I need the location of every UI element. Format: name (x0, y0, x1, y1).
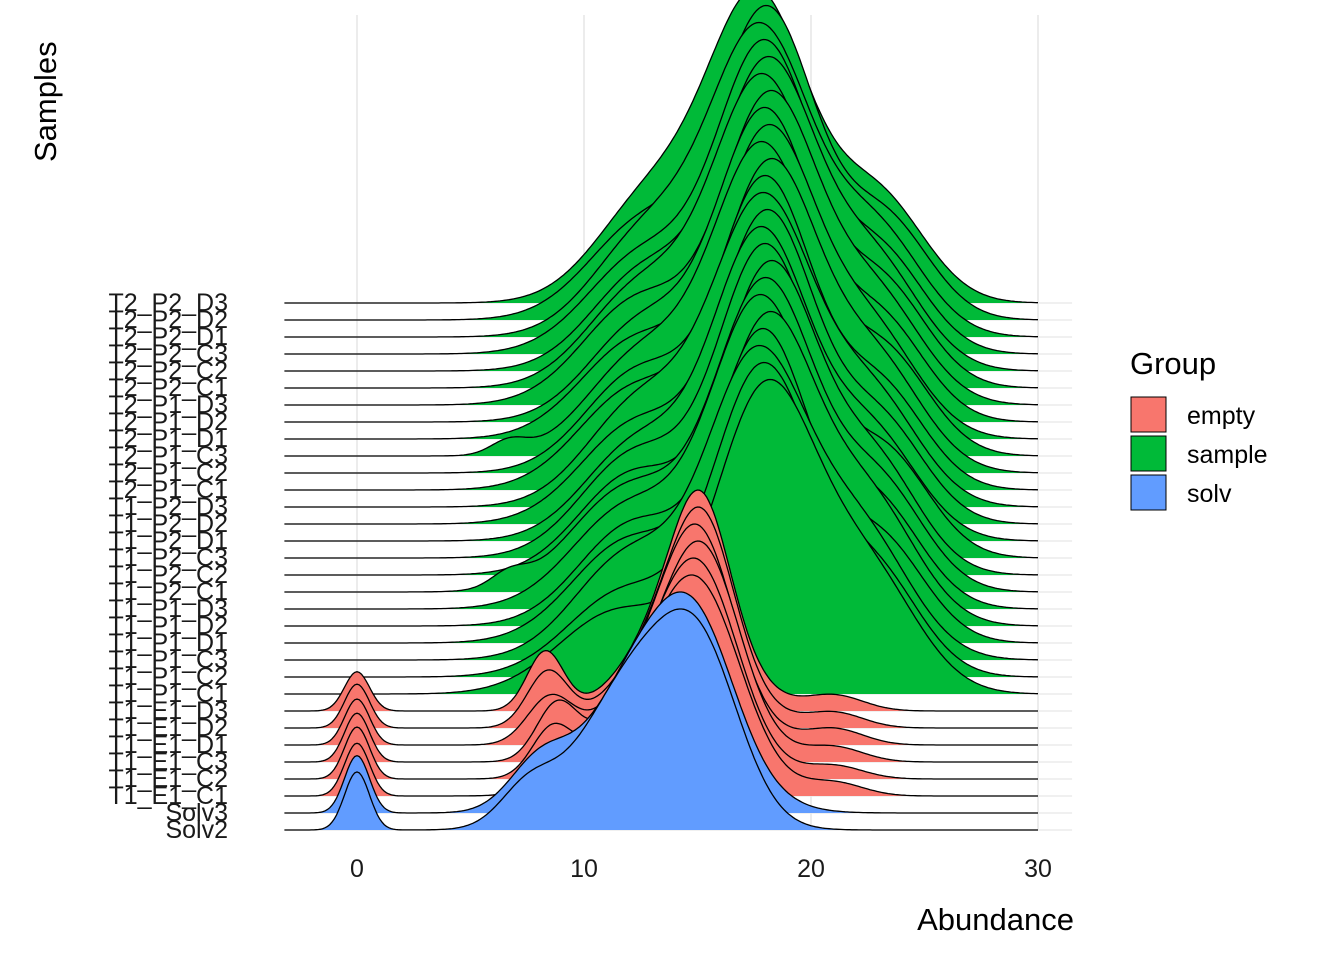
y-tick-label: T1_P2_D2 (108, 510, 228, 538)
y-tick-label: T1_E1_D2 (108, 714, 228, 742)
y-tick-label: T1_P1_C3 (108, 646, 228, 674)
y-tick-label: T2_P1_D3 (108, 391, 228, 419)
ridge-line-T2_P1_C3 (284, 140, 1039, 457)
legend-label-solv: solv (1187, 480, 1232, 508)
x-tick-label: 10 (570, 855, 598, 883)
x-tick-label: 0 (350, 855, 364, 883)
y-tick-label: T2_P2_C1 (108, 374, 228, 402)
y-tick-label: T2_P2_D1 (108, 323, 228, 351)
y-tick-label: T2_P2_C3 (108, 340, 228, 368)
y-axis-title: Samples (28, 41, 63, 162)
ridge-line-T1_P2_C2 (284, 259, 1038, 576)
y-tick-label: T2_P1_C1 (108, 476, 228, 504)
y-tick-label: T1_P1_D3 (108, 595, 228, 623)
x-tick-labels: 0 10 20 30 (350, 855, 1052, 883)
ridge-line-T2_P2_D3 (284, 0, 1039, 304)
ridge-line-T1_P2_C3 (284, 242, 1039, 559)
y-tick-label: T2_P2_D3 (108, 289, 228, 317)
y-tick-label: T1_P2_C3 (108, 544, 228, 572)
legend-label-sample: sample (1187, 441, 1268, 469)
y-tick-label: T1_P2_C1 (108, 578, 228, 606)
ridge-line-Solv3 (284, 591, 1038, 814)
x-axis-title: Abundance (917, 902, 1074, 937)
ridge-line-T1_P1_D3 (284, 293, 1038, 610)
y-tick-label: T2_P1_D2 (108, 408, 228, 436)
legend-title: Group (1130, 346, 1216, 381)
y-tick-label: Solv2 (165, 816, 228, 844)
y-tick-label: T1_P2_C2 (108, 561, 228, 589)
ridge-line-T1_P1_C2 (284, 361, 1038, 678)
ridge-line-T1_P2_D1 (284, 225, 1039, 542)
ridge-line-T1_P2_D2 (284, 208, 1039, 525)
y-tick-label: T2_P1_D1 (108, 425, 228, 453)
y-tick-label: T1_E1_D3 (108, 697, 228, 725)
ridge-line-T1_E1_D3 (284, 489, 1038, 712)
ridge-line-T2_P2_C1 (284, 72, 1038, 389)
ridge-line-T1_P2_C1 (284, 276, 1039, 593)
ridge-line-T1_P2_D3 (284, 191, 1038, 508)
ridge-line-T2_P2_C3 (284, 38, 1039, 355)
y-tick-label: T2_P2_D2 (108, 306, 228, 334)
ridge-line-T2_P1_D2 (284, 106, 1039, 423)
y-tick-label: T1_P1_D2 (108, 612, 228, 640)
y-tick-label: T1_P2_D3 (108, 493, 228, 521)
ridge-line-Solv2 (284, 608, 1038, 831)
y-tick-label: T1_P1_D1 (108, 629, 228, 657)
ridge-line-T1_E1_D1 (284, 523, 1038, 746)
y-tick-label: T1_P1_C2 (108, 663, 228, 691)
y-tick-label: T1_E1_C1 (108, 782, 228, 810)
y-tick-label: T1_E1_D1 (108, 731, 228, 759)
ridge-line-T2_P2_C2 (284, 55, 1038, 372)
y-tick-label: T1_E1_C2 (108, 765, 228, 793)
y-tick-label: Solv3 (165, 799, 228, 827)
ridge-fill-T1_P1_C1 (284, 379, 1038, 694)
x-tick-label: 30 (1024, 855, 1052, 883)
legend-swatch-empty (1130, 396, 1167, 433)
ridges (284, 0, 1039, 831)
ridge-line-T2_P2_D1 (284, 21, 1038, 338)
y-tick-labels: Solv2Solv3T1_E1_C1T1_E1_C2T1_E1_C3T1_E1_… (108, 289, 228, 844)
y-tick-label: T1_E1_C3 (108, 748, 228, 776)
ridge-line-T1_P1_D2 (284, 310, 1039, 627)
y-tick-label: T2_P2_C2 (108, 357, 228, 385)
ridge-line-T2_P1_D3 (284, 89, 1038, 406)
legend-label-empty: empty (1187, 402, 1256, 430)
y-tick-label: T1_P2_D1 (108, 527, 228, 555)
ridge-fill-Solv2 (284, 609, 1038, 830)
y-tick-label: T1_P1_C1 (108, 680, 228, 708)
ridge-line-T2_P1_C2 (284, 157, 1039, 474)
y-tick-label: T2_P1_C3 (108, 442, 228, 470)
legend-swatch-solv (1130, 474, 1167, 511)
legend: Group empty sample solv (1130, 346, 1268, 511)
legend-swatch-sample (1130, 435, 1167, 472)
ridge-line-T1_P1_C3 (284, 344, 1039, 661)
x-tick-label: 20 (797, 855, 825, 883)
y-tick-label: T2_P1_C2 (108, 459, 228, 487)
